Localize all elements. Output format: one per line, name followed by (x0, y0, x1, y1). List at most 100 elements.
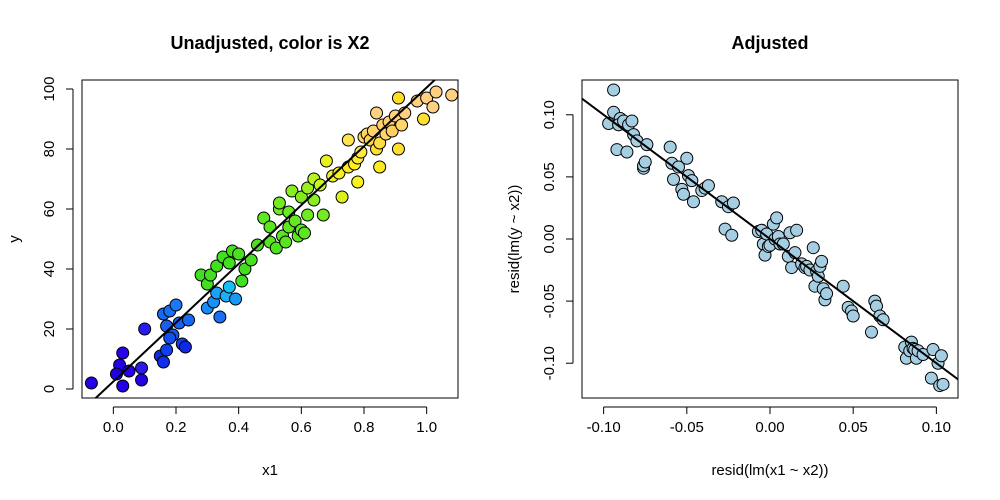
data-point (235, 274, 249, 288)
data-point (138, 322, 152, 336)
data-point (135, 373, 149, 387)
x-tick-label: 0.05 (839, 419, 868, 436)
data-point (846, 309, 860, 323)
fit-line (582, 97, 958, 381)
plot-frame (81, 79, 459, 399)
y-tick-label: 60 (41, 201, 58, 218)
data-point (203, 268, 217, 282)
data-point (307, 193, 321, 207)
data-point (686, 195, 700, 209)
data-point (680, 151, 694, 165)
data-point (341, 133, 355, 147)
fit-line (94, 80, 437, 398)
x-axis-label: x1 (262, 462, 278, 479)
y-axis: -0.10 -0.05 0.00 0.05 0.10 (541, 100, 574, 380)
data-point (229, 292, 243, 306)
data-point (395, 118, 409, 132)
x-axis: 0.0 0.2 0.4 0.6 0.8 1.0 (103, 406, 437, 436)
data-point (426, 100, 440, 114)
data-point (625, 114, 639, 128)
y-axis-label: resid(lm(y ~ x2)) (506, 185, 523, 294)
y-tick-label: 0.05 (541, 162, 558, 191)
data-point (269, 241, 283, 255)
scatter-points (84, 85, 459, 393)
y-tick-label: 40 (41, 261, 58, 278)
data-point (373, 136, 387, 150)
data-point (620, 145, 634, 159)
data-point (725, 228, 739, 242)
data-point (257, 211, 271, 225)
data-point (222, 256, 236, 270)
fit-line-group (582, 97, 958, 381)
data-point (263, 220, 277, 234)
data-point (213, 310, 227, 324)
data-point (116, 379, 130, 393)
x-axis: -0.10 -0.05 0.00 0.05 0.10 (587, 406, 951, 436)
data-point (238, 262, 252, 276)
data-point (640, 138, 654, 152)
data-point (294, 190, 308, 204)
data-point (391, 142, 405, 156)
data-point (726, 196, 740, 210)
data-point (820, 287, 834, 301)
data-point (288, 214, 302, 228)
x-tick-label: 0.0 (103, 419, 124, 436)
data-point (667, 172, 681, 186)
data-point (210, 259, 224, 273)
y-tick-label: 0 (41, 385, 58, 393)
data-point (244, 253, 258, 267)
x-tick-label: 0.00 (755, 419, 784, 436)
data-point (354, 145, 368, 159)
x-tick-label: 0.2 (166, 419, 187, 436)
panel-adjusted: Adjusted -0.10 -0.05 0.00 0.05 0.10 -0.10-0.… (506, 33, 959, 479)
data-point (169, 298, 183, 312)
data-point (116, 346, 130, 360)
data-point (385, 124, 399, 138)
data-point (156, 355, 170, 369)
data-point (790, 223, 804, 237)
data-point (160, 343, 174, 357)
y-axis: 0 20 40 60 80 100 (41, 76, 74, 393)
data-point (319, 154, 333, 168)
data-point (836, 279, 850, 293)
x-tick-label: 1.0 (416, 419, 437, 436)
data-point (370, 106, 384, 120)
data-point (429, 85, 443, 99)
data-point (163, 331, 177, 345)
y-tick-label: -0.10 (541, 346, 558, 380)
y-tick-label: 80 (41, 141, 58, 158)
data-point (332, 166, 346, 180)
y-tick-label: -0.05 (541, 284, 558, 318)
data-point (417, 112, 431, 126)
data-point (373, 160, 387, 174)
panel-unadjusted: Unadjusted, color is X2 0.0 0.2 0.4 0.6 0.8 1… (6, 33, 459, 479)
data-point (178, 340, 192, 354)
scatter-points (602, 83, 950, 393)
data-point (232, 247, 246, 261)
y-axis-label: y (6, 235, 23, 243)
plot-frame (581, 79, 959, 399)
data-point (934, 349, 948, 363)
data-point (864, 325, 878, 339)
data-point (84, 376, 98, 390)
data-point (607, 83, 621, 97)
fit-line-group (94, 80, 437, 398)
chart-title: Unadjusted, color is X2 (170, 33, 369, 53)
data-point (222, 280, 236, 294)
x-tick-label: 0.4 (228, 419, 249, 436)
data-point (301, 181, 315, 195)
data-point (313, 178, 327, 192)
y-tick-label: 100 (41, 76, 58, 101)
x-tick-label: -0.05 (670, 419, 704, 436)
data-point (676, 187, 690, 201)
data-point (279, 235, 293, 249)
data-point (445, 88, 459, 102)
data-point (806, 241, 820, 255)
x-tick-label: -0.10 (587, 419, 621, 436)
y-tick-label: 0.00 (541, 224, 558, 253)
x-tick-label: 0.8 (354, 419, 375, 436)
data-point (638, 155, 652, 169)
data-point (316, 208, 330, 222)
data-point (924, 371, 938, 385)
